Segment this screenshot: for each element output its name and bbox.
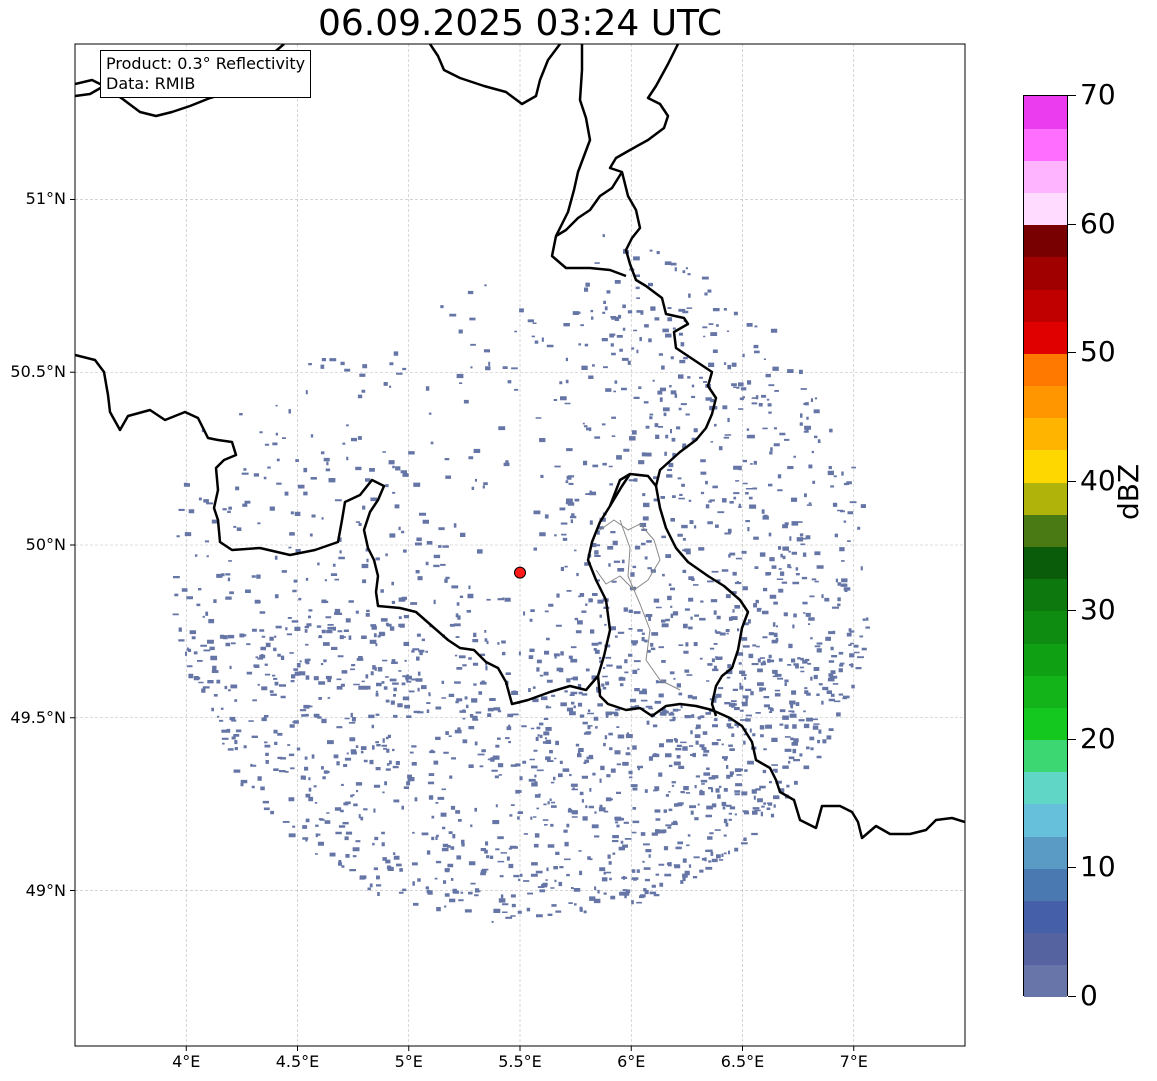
colorbar-segment xyxy=(1024,578,1067,612)
echo-pixels xyxy=(172,234,871,923)
colorbar-segment xyxy=(1024,353,1067,387)
lon-tick-label: 7°E xyxy=(839,1052,868,1071)
border-be-fr-west xyxy=(75,353,750,717)
colorbar-tick xyxy=(1068,996,1076,997)
colorbar-tick-label: 50 xyxy=(1080,335,1116,369)
border-nl-pocket xyxy=(550,171,627,278)
border-fr-nw xyxy=(75,84,105,98)
border-lu-fr xyxy=(596,675,965,840)
colorbar-tick-label: 70 xyxy=(1080,78,1116,111)
colorbar-tick-label: 20 xyxy=(1080,721,1116,755)
colorbar-tick-label: 0 xyxy=(1080,979,1098,1012)
colorbar-unit-label: dBZ xyxy=(1112,463,1145,520)
colorbar-segment xyxy=(1024,675,1067,708)
plot-frame xyxy=(74,43,966,1047)
colorbar-segment xyxy=(1024,128,1067,161)
colorbar-segment xyxy=(1024,482,1067,515)
lon-tick-label: 5.5°E xyxy=(498,1052,542,1071)
colorbar-segment xyxy=(1024,160,1067,194)
lat-tick-label: 50°N xyxy=(25,535,66,554)
colorbar-segment xyxy=(1024,932,1067,966)
colorbar-segment xyxy=(1024,96,1067,129)
axis-ticks xyxy=(70,198,855,1051)
radar-echoes xyxy=(172,234,871,923)
colorbar-segment xyxy=(1024,707,1067,741)
colorbar-segment xyxy=(1024,610,1067,644)
lon-tick-label: 6.5°E xyxy=(720,1052,765,1071)
product-label: Product: 0.3° Reflectivity xyxy=(106,54,306,73)
colorbar-segment xyxy=(1024,964,1067,998)
lat-tick-label: 51°N xyxy=(25,189,66,209)
colorbar-segment xyxy=(1024,643,1067,676)
colorbar-segment xyxy=(1024,385,1067,419)
lon-tick-label: 6°E xyxy=(617,1052,646,1071)
info-box: Product: 0.3° Reflectivity Data: RMIB xyxy=(100,50,312,98)
colorbar-segment xyxy=(1024,192,1067,226)
colorbar-tick xyxy=(1068,609,1076,611)
colorbar-segment xyxy=(1024,739,1067,773)
gridlines xyxy=(75,44,965,1046)
colorbar-tick-label: 30 xyxy=(1080,592,1116,626)
colorbar-segment xyxy=(1024,417,1067,451)
country-borders xyxy=(75,44,965,840)
colorbar-tick-label: 40 xyxy=(1080,464,1116,498)
lon-tick-label: 5°E xyxy=(394,1052,423,1071)
colorbar-segment xyxy=(1024,546,1067,580)
colorbar-segment xyxy=(1024,514,1067,547)
colorbar-tick xyxy=(1068,223,1076,225)
border-be-de-north xyxy=(608,44,718,507)
colorbar-tick-label: 10 xyxy=(1080,850,1116,884)
colorbar-segment xyxy=(1024,224,1067,258)
colorbar-segment xyxy=(1024,868,1067,901)
colorbar-segment xyxy=(1024,321,1067,354)
colorbar-segment xyxy=(1024,836,1067,869)
colorbar-segment xyxy=(1024,771,1067,805)
lat-tick-label: 50.5°N xyxy=(10,362,66,382)
colorbar-tick xyxy=(1068,352,1076,354)
colorbar-tick xyxy=(1068,481,1076,483)
lon-tick-label: 4.5°E xyxy=(275,1052,320,1071)
colorbar-tick xyxy=(1068,867,1076,869)
region-lines xyxy=(595,519,681,691)
lat-tick-label: 49.5°N xyxy=(10,707,66,727)
lon-tick-label: 4°E xyxy=(172,1052,201,1071)
colorbar-tick xyxy=(1068,95,1076,96)
colorbar-tick xyxy=(1068,738,1076,740)
colorbar xyxy=(1023,95,1068,998)
colorbar-segment xyxy=(1024,289,1067,322)
radar-site-marker xyxy=(514,566,526,579)
data-source-label: Data: RMIB xyxy=(106,74,196,93)
colorbar-tick-label: 60 xyxy=(1080,206,1116,240)
map-title: 06.09.2025 03:24 UTC xyxy=(317,3,723,44)
colorbar-segment xyxy=(1024,449,1067,483)
colorbar-segment xyxy=(1024,256,1067,290)
lat-tick-label: 49°N xyxy=(25,880,66,900)
colorbar-segment xyxy=(1024,803,1067,837)
colorbar-segment xyxy=(1024,900,1067,934)
